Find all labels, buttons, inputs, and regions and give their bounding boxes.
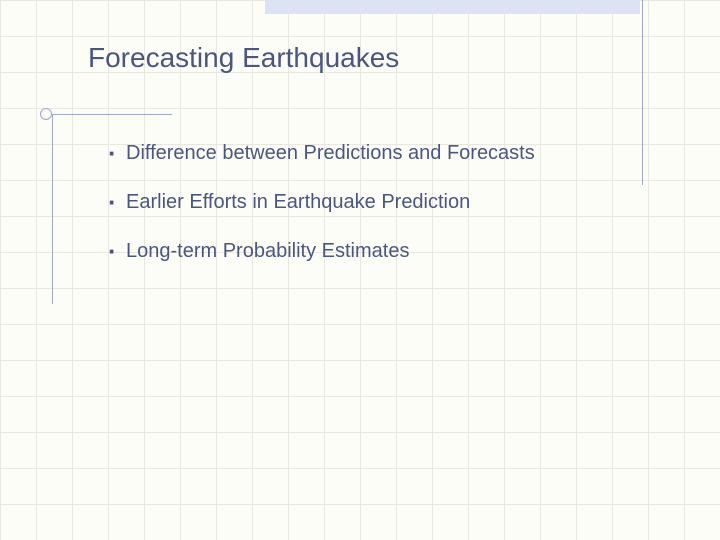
top-accent-band bbox=[265, 0, 640, 14]
decor-vertical-line bbox=[52, 114, 53, 304]
decor-horizontal-line bbox=[52, 114, 172, 115]
bullet-item: Difference between Predictions and Forec… bbox=[108, 142, 535, 165]
decor-circle bbox=[40, 108, 52, 120]
bullet-item: Earlier Efforts in Earthquake Prediction bbox=[108, 191, 535, 214]
bullet-list: Difference between Predictions and Forec… bbox=[108, 142, 535, 289]
bullet-item: Long-term Probability Estimates bbox=[108, 240, 535, 263]
right-vertical-line bbox=[642, 0, 643, 185]
slide-title: Forecasting Earthquakes bbox=[88, 42, 399, 74]
